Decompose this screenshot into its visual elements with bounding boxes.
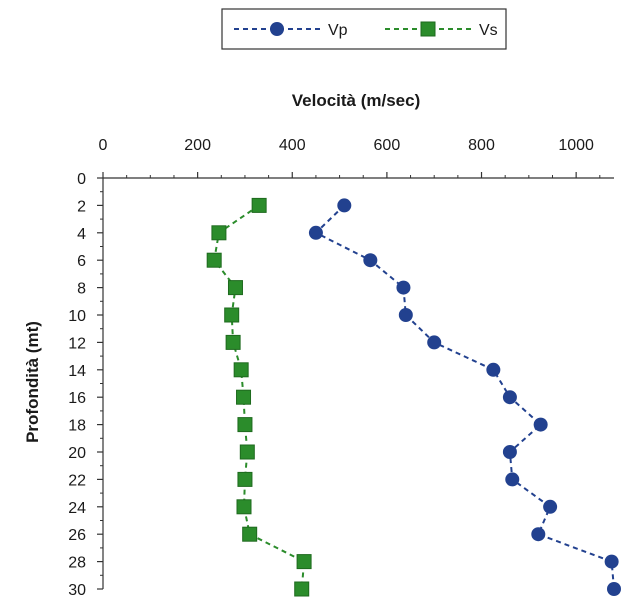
point-vp — [607, 582, 621, 596]
y-tick-label: 26 — [68, 527, 86, 544]
point-vs — [242, 526, 258, 542]
x-tick-label: 800 — [468, 137, 495, 154]
point-vp — [505, 472, 520, 487]
point-vp — [308, 225, 323, 240]
point-vp — [427, 335, 442, 350]
point-vs — [211, 225, 227, 241]
legend-marker-vs — [420, 21, 436, 37]
series-line-vs — [213, 204, 306, 590]
point-vs — [294, 581, 310, 597]
y-tick-label: 30 — [68, 582, 86, 599]
point-vs — [296, 554, 312, 570]
y-tick-label: 8 — [77, 281, 86, 298]
legend-marker-vp — [270, 22, 284, 36]
point-vp — [543, 499, 558, 514]
axes: 0 200 400 600 800 100002468101214161820222426… — [68, 137, 614, 599]
series-line-vp — [314, 204, 615, 590]
y-tick-label: 0 — [77, 171, 86, 188]
y-tick-label: 22 — [68, 472, 86, 489]
point-vs — [227, 280, 243, 296]
point-vp — [396, 280, 411, 295]
point-vs — [236, 499, 252, 515]
y-tick-label: 6 — [77, 253, 86, 270]
y-tick-label: 16 — [68, 390, 86, 407]
legend-label-vs: Vs — [479, 22, 498, 39]
point-vp — [398, 308, 413, 322]
point-vp — [502, 445, 517, 459]
series-layer — [206, 197, 621, 597]
point-vs — [206, 252, 222, 268]
point-vs — [236, 389, 252, 405]
x-tick-label: 600 — [374, 137, 401, 154]
y-tick-label: 12 — [68, 335, 86, 352]
y-tick-label: 10 — [68, 308, 86, 325]
point-vp — [337, 198, 352, 213]
x-axis-title: Velocità (m/sec) — [292, 91, 421, 110]
legend: Vp Vs — [221, 8, 507, 50]
point-vp — [604, 554, 619, 569]
x-tick-label: 400 — [279, 137, 306, 154]
y-tick-label: 18 — [68, 418, 86, 435]
y-tick-label: 24 — [68, 500, 86, 517]
point-vp — [363, 253, 378, 268]
point-vp — [533, 417, 548, 432]
point-vp — [531, 527, 546, 542]
y-tick-label: 2 — [77, 198, 86, 215]
point-vs — [251, 197, 267, 213]
point-vs — [233, 362, 249, 378]
point-vs — [237, 471, 253, 487]
legend-label-vp: Vp — [328, 22, 348, 39]
y-axis-title: Profondità (mt) — [23, 321, 42, 443]
y-tick-label: 4 — [77, 226, 86, 243]
point-vs — [237, 417, 253, 433]
x-tick-label: 200 — [184, 137, 211, 154]
point-vp — [502, 390, 517, 405]
point-vp — [486, 362, 501, 377]
y-tick-label: 20 — [68, 445, 86, 462]
point-vs — [225, 334, 241, 350]
x-tick-label: 1000 — [558, 137, 594, 154]
x-tick-label: 0 — [99, 137, 108, 154]
y-tick-label: 28 — [68, 555, 86, 572]
point-vs — [239, 444, 255, 460]
y-tick-label: 14 — [68, 363, 86, 380]
point-vs — [224, 307, 240, 323]
